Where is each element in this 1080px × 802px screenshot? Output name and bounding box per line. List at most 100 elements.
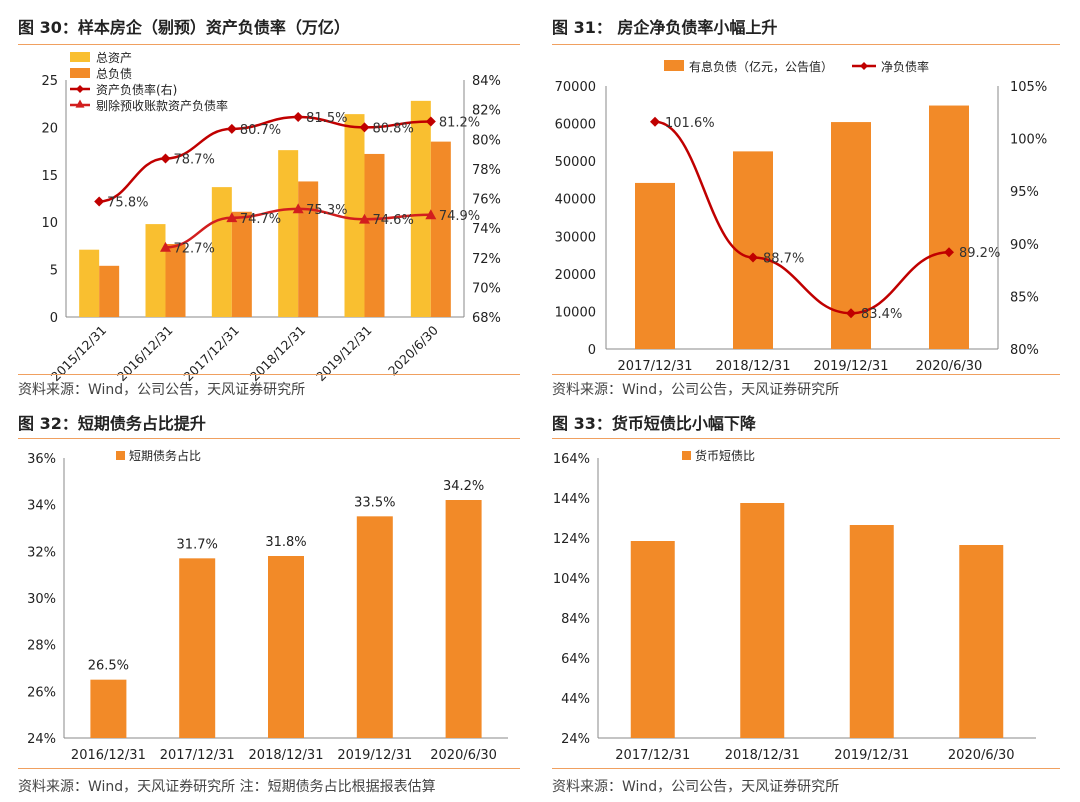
data-label: 88.7% [763, 251, 804, 266]
data-label: 101.6% [665, 116, 715, 131]
bar-total-liabilities [298, 181, 319, 317]
chart-svg: 24% 44% 64% 84% 104% 124% 144% 164% 2017/12/31 20… [553, 448, 1036, 763]
axis-tick-label: 50000 [555, 155, 596, 170]
axis-tick-label: 30000 [555, 230, 596, 245]
axis-tick-label: 124% [553, 532, 590, 547]
axis-tick-label: 78% [472, 163, 501, 178]
axis-tick-label: 95% [1010, 185, 1039, 200]
x-tick-label: 2017/12/31 [618, 359, 693, 374]
legend-label: 有息负债（亿元，公告值） [689, 59, 833, 74]
source-divider [552, 768, 1060, 769]
bar-short-term-debt-share [179, 558, 216, 738]
data-label: 75.3% [306, 203, 347, 218]
legend-marker [860, 62, 868, 70]
bar-short-term-debt-share [445, 500, 482, 738]
chart-title: 图 31： 房企净负债率小幅上升 [552, 18, 778, 37]
x-tick-label: 2016/12/31 [71, 748, 146, 763]
title-divider [552, 438, 1060, 439]
marker-debt-ratio [293, 112, 304, 123]
legend-label: 剔除预收账款资产负债率 [96, 98, 228, 113]
title-divider [552, 44, 1060, 45]
x-tick-label: 2017/12/31 [160, 748, 235, 763]
axis-tick-label: 68% [472, 311, 501, 326]
bar-total-assets [278, 150, 299, 317]
title-divider [18, 44, 520, 45]
axis-tick-label: 15 [41, 169, 58, 184]
axis-tick-label: 28% [27, 639, 56, 654]
bar-total-liabilities [430, 141, 451, 317]
axis-tick-label: 30% [27, 592, 56, 607]
x-tick-label: 2018/12/31 [716, 359, 791, 374]
marker-debt-ratio [359, 122, 370, 133]
legend-label: 总负债 [96, 67, 132, 81]
chart-svg: 051015202568%70%72%74%76%78%80%82%84%201… [41, 51, 501, 384]
x-tick-label: 2019/12/31 [337, 748, 412, 763]
axis-tick-label: 74% [472, 222, 501, 237]
axis-tick-label: 36% [27, 452, 56, 467]
source-divider [552, 374, 1060, 375]
axis-tick-label: 64% [561, 652, 590, 667]
data-label: 72.7% [174, 241, 215, 256]
bar-total-assets [344, 114, 365, 318]
axis-tick-label: 10 [41, 216, 58, 231]
axis-tick-label: 105% [1010, 80, 1047, 95]
bar-total-liabilities [364, 153, 385, 317]
source-note: 资料来源：Wind，公司公告，天风证券研究所 [18, 382, 306, 398]
bar-cash-to-short-debt [849, 525, 894, 738]
data-label: 81.2% [439, 115, 480, 130]
x-tick-label: 2019/12/31 [834, 748, 909, 763]
source-divider [18, 374, 520, 375]
source-note: 资料来源：Wind，公司公告，天风证券研究所 [552, 779, 840, 795]
axis-tick-label: 104% [553, 572, 590, 587]
legend-swatch [116, 451, 125, 460]
data-label: 74.6% [373, 213, 414, 228]
axis-tick-label: 20000 [555, 268, 596, 283]
bar-total-assets [79, 249, 100, 317]
data-label: 80.7% [240, 123, 281, 138]
legend-swatch [70, 52, 90, 62]
marker-adjusted-debt-ratio [359, 213, 370, 224]
marker-net-debt-ratio [748, 252, 758, 263]
axis-tick-label: 90% [1010, 238, 1039, 253]
chart-title: 图 32：短期债务占比提升 [18, 414, 206, 433]
axis-tick-label: 40000 [555, 193, 596, 208]
axis-tick-label: 44% [561, 692, 590, 707]
line-net-debt-ratio [654, 120, 950, 315]
bar-total-assets [211, 187, 232, 317]
axis-tick-label: 24% [561, 732, 590, 747]
axis-tick-label: 100% [1010, 133, 1047, 148]
chart-panel-31: 图 31： 房企净负债率小幅上升 0 10000 20000 30000 40000 50… [552, 14, 1060, 398]
data-label: 83.4% [861, 307, 902, 322]
legend-marker [76, 85, 84, 93]
bar-short-term-debt-share [90, 679, 127, 738]
legend-swatch [664, 60, 684, 71]
legend-swatch [682, 451, 691, 460]
bar-cash-to-short-debt [630, 541, 675, 738]
axis-tick-label: 84% [472, 74, 501, 89]
axis-tick-label: 24% [27, 732, 56, 747]
axis-tick-label: 0 [588, 343, 596, 358]
bar-interest-bearing-debt [733, 151, 773, 349]
axis-tick-label: 80% [472, 133, 501, 148]
legend-label: 净负债率 [881, 59, 929, 74]
chart-panel-30: 图 30：样本房企（剔预）资产负债率（万亿） 0 5 10 15 20 25 68% 70% 7… [18, 14, 520, 398]
bar-cash-to-short-debt [740, 503, 785, 738]
axis-tick-label: 0 [50, 311, 58, 326]
x-tick-label: 2017/12/31 [615, 748, 690, 763]
title-divider [18, 438, 520, 439]
axis-tick-label: 70% [472, 281, 501, 296]
chart-svg: 24% 26% 28% 30% 32% 34% 36% 26.5% 2016/12/31 31.7… [27, 448, 508, 763]
axis-tick-label: 32% [27, 545, 56, 560]
axis-tick-label: 60000 [555, 118, 596, 133]
axis-tick-label: 72% [472, 252, 501, 267]
bar-cash-to-short-debt [959, 545, 1004, 738]
bar-total-assets [410, 100, 431, 317]
axis-tick-label: 164% [553, 452, 590, 467]
bar-total-liabilities [231, 211, 252, 317]
data-label: 31.8% [265, 535, 306, 550]
axis-tick-label: 80% [1010, 343, 1039, 358]
axis-tick-label: 144% [553, 492, 590, 507]
bar-short-term-debt-share [268, 556, 304, 738]
data-label: 33.5% [354, 495, 395, 510]
data-label: 78.7% [174, 153, 215, 168]
